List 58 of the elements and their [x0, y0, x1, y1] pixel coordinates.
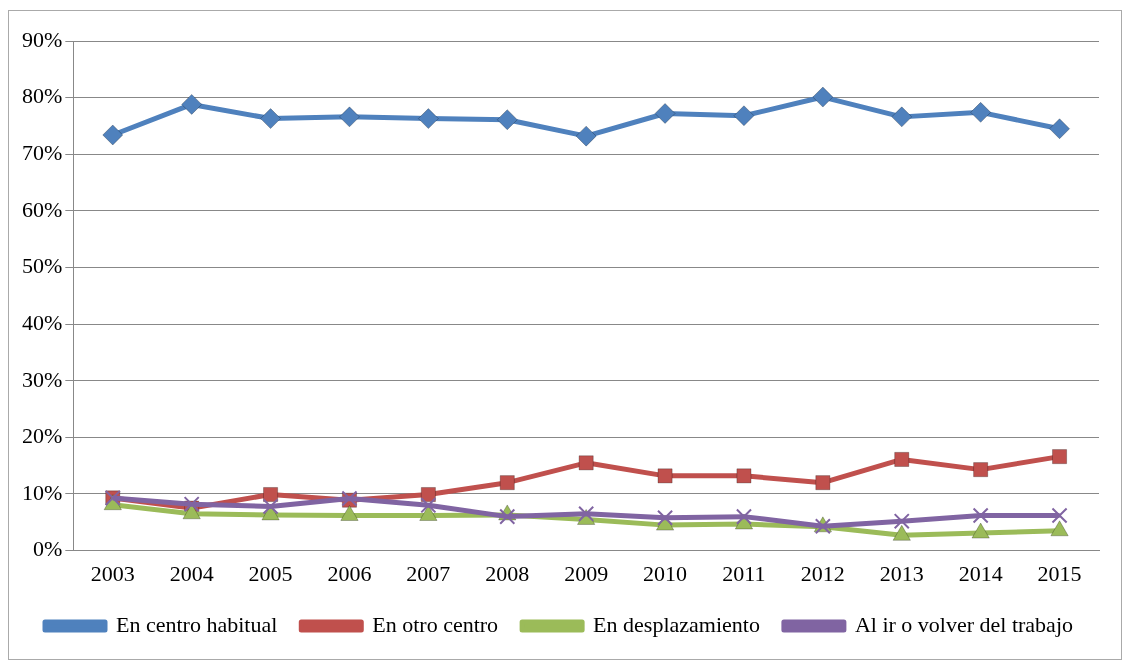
point — [499, 508, 516, 525]
point — [578, 455, 594, 471]
point — [654, 102, 676, 124]
x-tick-label: 2007 — [406, 560, 451, 586]
point — [970, 101, 992, 123]
y-tick-label: 90% — [22, 26, 63, 52]
point — [499, 475, 515, 491]
x-tick-label: 2004 — [169, 560, 214, 586]
point — [181, 93, 203, 115]
y-tick-label: 80% — [22, 83, 63, 109]
point — [1051, 449, 1068, 465]
x-tick-label: 2009 — [564, 560, 609, 586]
y-tick-label: 70% — [22, 140, 63, 166]
point — [263, 486, 279, 503]
x-tick-label: 2011 — [722, 560, 766, 586]
x-tick-label: 2005 — [248, 560, 293, 586]
point — [657, 468, 673, 484]
point — [812, 86, 834, 108]
point — [420, 497, 437, 514]
legend-label: En centro habitual — [116, 611, 278, 637]
point — [815, 475, 831, 491]
x-tick-label: 2003 — [90, 560, 135, 586]
x-tick-label: 2014 — [958, 560, 1003, 586]
y-tick-label: 60% — [22, 196, 63, 222]
legend-label: En desplazamiento — [593, 611, 760, 637]
point — [102, 124, 124, 146]
x-tick-label: 2013 — [879, 560, 924, 586]
point — [496, 109, 518, 131]
point — [260, 108, 282, 130]
legend-label: En otro centro — [372, 611, 499, 637]
point — [1049, 118, 1071, 140]
point — [894, 451, 910, 468]
legend-label: Al ir o volver del trabajo — [854, 611, 1073, 637]
x-tick-label: 2012 — [800, 560, 845, 586]
y-tick-label: 10% — [22, 479, 63, 505]
point — [736, 468, 752, 484]
y-tick-label: 0% — [33, 536, 63, 562]
point — [262, 498, 279, 515]
y-tick-label: 20% — [22, 423, 63, 449]
x-tick-label: 2008 — [485, 560, 530, 586]
point — [972, 507, 989, 524]
point — [183, 496, 200, 513]
point — [417, 108, 439, 130]
x-tick-label: 2006 — [327, 560, 372, 586]
y-tick-label: 50% — [22, 253, 63, 279]
point — [1051, 507, 1068, 524]
point — [656, 509, 674, 526]
point — [735, 508, 753, 525]
y-tick-label: 30% — [22, 366, 63, 392]
x-tick-label: 2015 — [1037, 560, 1082, 586]
point — [893, 513, 910, 530]
point — [575, 125, 597, 147]
point — [733, 105, 755, 127]
point — [338, 106, 360, 128]
y-tick-label: 40% — [22, 309, 63, 335]
point — [973, 462, 989, 478]
point — [891, 106, 913, 128]
x-tick-label: 2010 — [643, 560, 688, 586]
